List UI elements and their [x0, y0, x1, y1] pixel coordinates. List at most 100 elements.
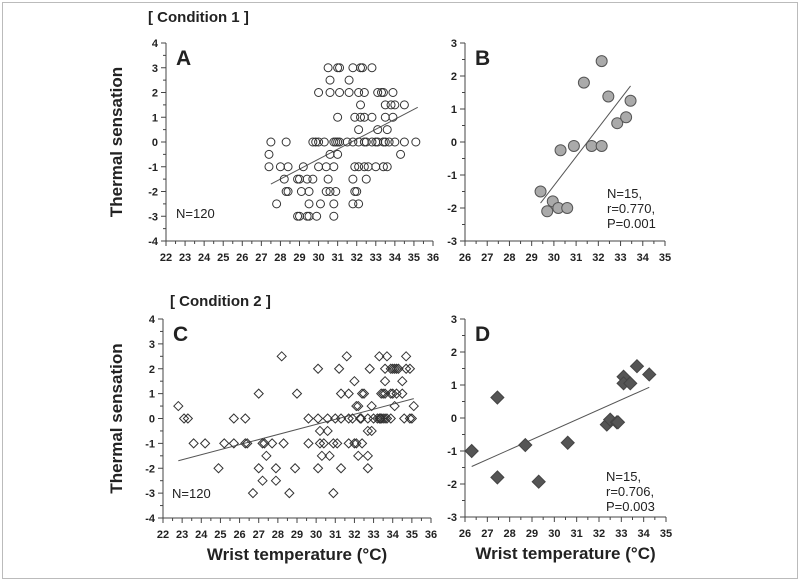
data-point	[373, 125, 383, 135]
x-tick-label: 31	[329, 529, 341, 541]
x-tick-label: 27	[255, 252, 267, 264]
data-point	[322, 413, 333, 424]
data-point	[295, 174, 304, 184]
data-point	[464, 443, 479, 459]
data-point	[308, 137, 318, 147]
data-point	[242, 438, 253, 449]
data-point	[379, 375, 391, 387]
data-point	[296, 187, 306, 196]
data-point	[367, 112, 377, 122]
data-point	[366, 425, 377, 437]
data-point	[173, 400, 184, 412]
data-point	[318, 438, 330, 449]
data-point	[350, 162, 360, 172]
panel-label: C	[173, 323, 188, 346]
panel-label: D	[475, 323, 490, 346]
x-tick-label: 34	[637, 252, 650, 264]
data-point	[356, 100, 366, 110]
x-tick-label: 32	[351, 252, 363, 264]
data-point	[367, 63, 377, 73]
data-point	[348, 199, 358, 209]
y-tick-label: -4	[148, 236, 159, 248]
stats-annotation: P=0.001	[607, 216, 656, 231]
data-point	[284, 487, 295, 499]
data-point	[304, 187, 314, 196]
data-point	[595, 55, 608, 68]
data-point	[490, 470, 505, 485]
data-point	[399, 100, 409, 110]
data-point	[595, 139, 608, 152]
data-point	[312, 413, 324, 424]
x-tick-label: 33	[367, 529, 379, 541]
data-point	[362, 463, 374, 474]
x-tick-label: 30	[548, 252, 560, 264]
x-tick-label: 31	[332, 252, 344, 264]
regression-line	[471, 386, 650, 467]
data-point	[391, 363, 402, 374]
x-tick-label: 22	[157, 529, 169, 541]
x-tick-label: 28	[272, 529, 284, 541]
y-tick-label: -1	[447, 170, 457, 182]
data-point	[490, 390, 505, 405]
data-point	[377, 388, 389, 399]
data-point	[323, 174, 333, 184]
data-point	[348, 137, 358, 147]
y-tick-label: -4	[145, 513, 156, 525]
data-point	[359, 137, 369, 147]
stats-annotation: r=0.706,	[606, 484, 654, 499]
x-tick-label: 27	[253, 529, 265, 541]
data-point	[518, 437, 533, 453]
data-point	[266, 137, 276, 147]
stats-annotation: P=0.003	[606, 499, 655, 514]
x-axis-label: Wrist temperature (°C)	[207, 545, 387, 564]
data-point	[397, 388, 408, 399]
data-point	[380, 100, 390, 110]
data-point	[381, 413, 393, 424]
data-point	[312, 363, 324, 374]
data-point	[354, 199, 364, 209]
data-point	[362, 425, 374, 437]
data-point	[359, 162, 369, 172]
data-point	[199, 438, 211, 449]
data-point	[335, 63, 345, 73]
y-tick-label: 4	[149, 314, 156, 326]
x-tick-label: 32	[593, 528, 605, 540]
data-point	[312, 463, 324, 474]
x-axis-label: Wrist temperature (°C)	[475, 544, 655, 563]
data-point	[382, 162, 392, 172]
x-tick-label: 33	[614, 252, 626, 264]
data-point	[308, 174, 318, 184]
data-point	[311, 137, 321, 147]
x-tick-label: 33	[615, 528, 627, 540]
data-point	[610, 415, 626, 430]
data-point	[378, 88, 388, 97]
data-point	[302, 211, 312, 221]
y-tick-label: -2	[148, 187, 158, 199]
data-point	[331, 438, 343, 449]
data-point	[314, 162, 324, 172]
data-point	[276, 351, 287, 362]
data-point	[213, 463, 224, 474]
data-point	[353, 400, 364, 412]
x-tick-label: 26	[459, 528, 471, 540]
x-tick-label: 34	[389, 252, 402, 264]
stats-annotation: N=15,	[607, 186, 642, 201]
data-point	[325, 88, 335, 97]
data-point	[329, 211, 339, 221]
x-tick-label: 30	[312, 252, 324, 264]
data-point	[219, 438, 230, 449]
y-tick-label: 3	[451, 38, 457, 50]
data-point	[324, 450, 335, 462]
data-point	[228, 413, 240, 424]
data-point	[315, 199, 325, 209]
data-point	[303, 413, 314, 424]
x-tick-label: 26	[233, 529, 245, 541]
data-point	[349, 375, 360, 387]
data-point	[333, 63, 343, 73]
data-point	[188, 438, 199, 449]
panel-b: -3 -2 -1 0 1 2 3 26 27 28 29 30 31 32 33 34 35 B N=15,r=0.…	[447, 38, 671, 264]
condition-title: [ Condition 1 ]	[148, 9, 249, 26]
